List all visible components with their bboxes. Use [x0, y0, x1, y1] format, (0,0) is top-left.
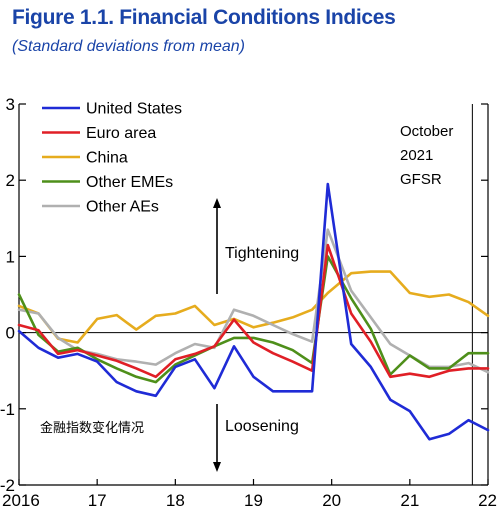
tightening-arrow-icon — [213, 198, 221, 208]
annotations: Tightening Loosening 金融指数变化情况 October 20… — [40, 123, 453, 472]
legend-label-other-emes: Other EMEs — [86, 174, 173, 191]
legend-label-united-states: United States — [86, 101, 182, 118]
chart-title: Figure 1.1. Financial Conditions Indices — [12, 6, 396, 29]
x-tick-label: 18 — [166, 491, 185, 510]
legend-label-china: China — [86, 150, 128, 167]
x-tick-label: 21 — [400, 491, 419, 510]
tightening-label: Tightening — [225, 245, 299, 262]
x-tick-label: 2016 — [2, 491, 40, 510]
y-tick-label: -2 — [0, 476, 15, 495]
loosening-arrow-icon — [213, 462, 221, 472]
series-line-euro-area — [17, 243, 490, 379]
x-tick-label: 19 — [244, 491, 263, 510]
chart-subtitle: (Standard deviations from mean) — [12, 38, 245, 55]
y-tick-label: 0 — [6, 324, 15, 343]
series-lines — [17, 182, 490, 441]
legend-label-euro-area: Euro area — [86, 125, 156, 142]
y-tick-label: 3 — [6, 95, 15, 114]
x-tick-label: 22 — [478, 491, 497, 510]
y-tick-label: 2 — [6, 171, 15, 190]
vline-label-line-1: October — [400, 123, 453, 140]
x-tick-label: 20 — [322, 491, 341, 510]
legend-label-other-aes: Other AEs — [86, 199, 159, 216]
series-line-china — [17, 270, 490, 344]
chinese-note: 金融指数变化情况 — [40, 420, 144, 435]
legend: United States Euro area China Other EMEs Oth… — [42, 101, 182, 216]
series-line-other-emes — [17, 255, 490, 384]
x-tick-label: 17 — [88, 491, 107, 510]
loosening-label: Loosening — [225, 418, 299, 435]
vline-label-line-3: GFSR — [400, 171, 442, 188]
y-tick-label: -1 — [0, 400, 15, 419]
series-line-united-states — [17, 182, 490, 441]
y-tick-label: 1 — [6, 247, 15, 266]
vline-label-line-2: 2021 — [400, 147, 433, 164]
